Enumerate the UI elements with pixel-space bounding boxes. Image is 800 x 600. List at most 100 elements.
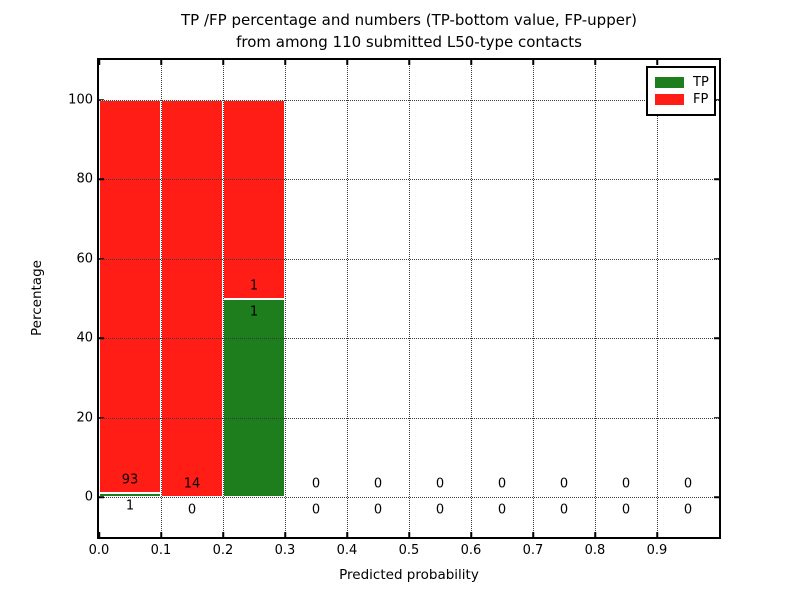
legend-entry-tp: TP <box>655 74 714 91</box>
tp-count-label: 1 <box>125 498 135 514</box>
x-tick-mark <box>470 532 472 537</box>
legend-label-tp: TP <box>693 75 709 90</box>
gridline-horizontal <box>99 258 719 260</box>
bar-tp-segment <box>99 493 161 498</box>
chart-title: TP /FP percentage and numbers (TP-bottom… <box>99 9 719 53</box>
plot-area: 93 1 14 0 1 1 0 0 0 0 0 0 0 0 0 0 0 0 0 0 <box>97 58 721 539</box>
tp-count-label: 0 <box>559 502 569 518</box>
x-axis-label: Predicted probability <box>339 567 479 583</box>
x-tick-mark <box>408 60 410 65</box>
x-tick-mark <box>532 60 534 65</box>
gridline-vertical <box>285 60 286 537</box>
tp-count-label: 1 <box>249 304 259 319</box>
tp-count-label: 0 <box>187 502 197 518</box>
x-tick-mark <box>346 532 348 537</box>
gridline-vertical <box>409 60 410 537</box>
gridline-horizontal <box>99 338 719 340</box>
gridline-vertical <box>595 60 596 537</box>
gridline-vertical <box>347 60 348 537</box>
tp-count-label: 0 <box>373 502 383 518</box>
bar-fp-segment <box>161 99 223 498</box>
legend-entry-fp: FP <box>655 91 714 108</box>
x-tick-mark <box>346 60 348 65</box>
x-tick-label: 0.5 <box>398 543 420 558</box>
x-tick-mark <box>222 60 224 65</box>
fp-count-label: 0 <box>373 476 383 492</box>
chart-title-line2: from among 110 submitted L50-type contac… <box>236 33 582 51</box>
y-tick-label: 20 <box>76 410 93 426</box>
y-tick-label: 60 <box>76 251 93 267</box>
y-tick-mark <box>99 178 104 180</box>
gridline-vertical <box>533 60 534 537</box>
y-tick-label: 80 <box>76 171 93 187</box>
gridline-horizontal <box>99 497 719 499</box>
y-tick-mark <box>714 258 719 260</box>
x-tick-mark <box>98 60 100 65</box>
y-tick-mark <box>99 99 104 101</box>
y-tick-label: 40 <box>76 330 93 346</box>
x-tick-label: 0.6 <box>460 543 482 558</box>
x-tick-mark <box>98 532 100 537</box>
bar-tp-segment <box>223 298 285 498</box>
x-tick-mark <box>160 532 162 537</box>
x-tick-mark <box>160 60 162 65</box>
y-axis-label: Percentage <box>29 260 45 336</box>
x-tick-label: 0.9 <box>646 543 668 558</box>
fp-count-label: 0 <box>435 476 445 492</box>
y-tick-label: 100 <box>68 92 93 108</box>
gridline-vertical <box>223 60 224 537</box>
gridline-horizontal <box>99 417 719 419</box>
fp-count-label: 0 <box>311 476 321 492</box>
fp-count-label: 0 <box>621 476 631 492</box>
gridline-vertical <box>161 60 162 537</box>
tp-count-label: 0 <box>683 502 693 518</box>
chart-title-line1: TP /FP percentage and numbers (TP-bottom… <box>181 11 637 29</box>
gridline-vertical <box>657 60 658 537</box>
x-tick-label: 0.3 <box>274 543 296 558</box>
gridline-horizontal <box>99 99 719 101</box>
x-tick-mark <box>594 60 596 65</box>
x-tick-mark <box>656 532 658 537</box>
x-tick-mark <box>222 532 224 537</box>
x-tick-mark <box>470 60 472 65</box>
fp-count-label: 0 <box>497 476 507 492</box>
gridline-horizontal <box>99 179 719 181</box>
x-tick-mark <box>284 60 286 65</box>
tp-count-label: 0 <box>621 502 631 518</box>
x-tick-label: 0.2 <box>212 543 234 558</box>
y-tick-mark <box>714 337 719 339</box>
y-tick-mark <box>714 99 719 101</box>
x-tick-mark <box>656 60 658 65</box>
y-tick-mark <box>714 417 719 419</box>
fp-count-label: 1 <box>249 278 259 293</box>
x-tick-mark <box>532 532 534 537</box>
tp-count-label: 0 <box>311 502 321 518</box>
legend-label-fp: FP <box>693 92 709 107</box>
fp-count-label: 0 <box>559 476 569 492</box>
tp-count-label: 0 <box>497 502 507 518</box>
x-tick-label: 0.0 <box>88 543 110 558</box>
fp-color-swatch <box>655 94 684 105</box>
x-tick-label: 0.4 <box>336 543 358 558</box>
legend: TP FP <box>646 66 716 116</box>
gridline-vertical <box>471 60 472 537</box>
y-tick-mark <box>99 417 104 419</box>
x-tick-mark <box>594 532 596 537</box>
x-tick-mark <box>284 532 286 537</box>
tp-color-swatch <box>655 77 684 88</box>
bar-fp-segment <box>223 99 285 299</box>
y-tick-label: 0 <box>84 489 93 505</box>
y-tick-mark <box>99 258 104 260</box>
x-tick-mark <box>408 532 410 537</box>
y-tick-mark <box>99 496 104 498</box>
y-tick-mark <box>714 178 719 180</box>
y-tick-mark <box>99 337 104 339</box>
x-tick-label: 0.1 <box>150 543 172 558</box>
tp-count-label: 0 <box>435 502 445 518</box>
fp-count-label: 0 <box>683 476 693 492</box>
bar-fp-segment <box>99 99 161 494</box>
x-tick-label: 0.7 <box>522 543 544 558</box>
fp-count-label: 14 <box>183 476 201 492</box>
x-tick-label: 0.8 <box>584 543 606 558</box>
